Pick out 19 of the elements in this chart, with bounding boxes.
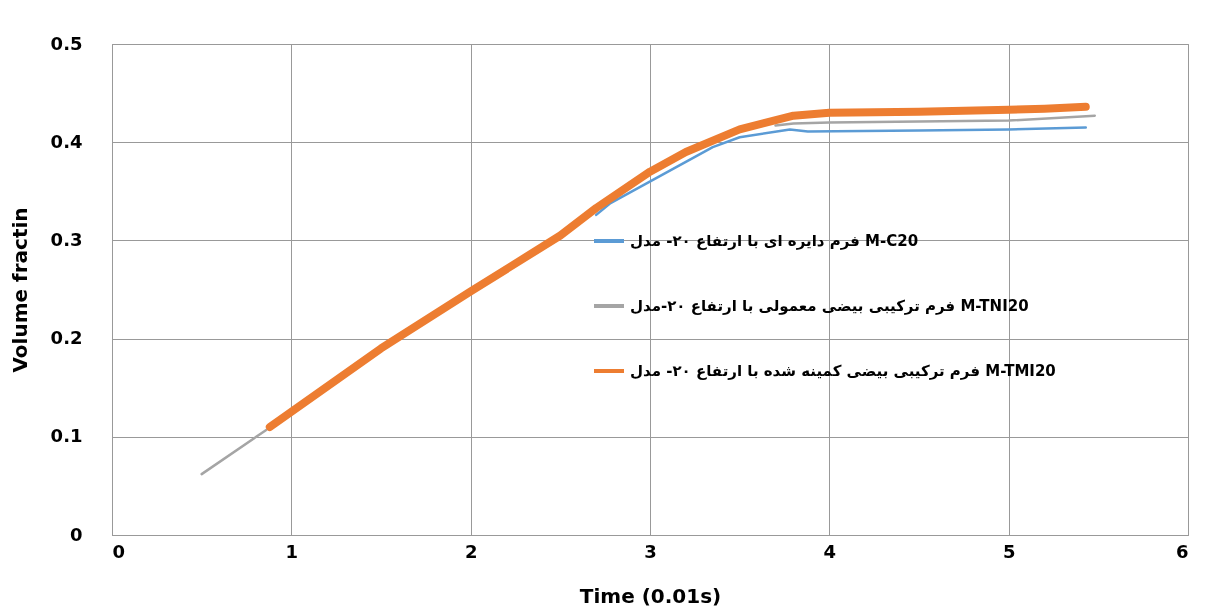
legend-label: فرم ترکیبی بیضی معمولی با ارتفاع ۲۰-مدل M-TNI20 xyxy=(630,297,1029,315)
y-tick-label: 0.3 xyxy=(50,228,83,250)
line-series xyxy=(594,126,1088,217)
y-tick-label: 0.4 xyxy=(50,130,83,152)
x-tick-label: 3 xyxy=(644,540,657,562)
x-tick-label: 2 xyxy=(464,540,478,562)
x-axis-title: Time (0.01s) xyxy=(579,583,722,608)
y-axis-title: Volume fractin xyxy=(7,207,32,373)
x-tick-label: 5 xyxy=(1002,540,1016,562)
y-tick-label: 0 xyxy=(69,523,83,545)
x-tick-label: 6 xyxy=(1175,540,1189,562)
y-tick-label: 0.2 xyxy=(50,327,83,349)
x-tick-label: 4 xyxy=(823,540,837,562)
legend-label: فرم دایره ای با ارتفاع ۲۰- مدل M-C20 xyxy=(630,232,919,250)
y-tick-label: 0.5 xyxy=(50,32,83,54)
x-tick-label: 0 xyxy=(112,540,126,562)
y-tick-label: 0.1 xyxy=(50,425,83,447)
legend-label: فرم ترکیبی بیضی کمینه شده با ارتفاع ۲۰- مدل M-TMI20 xyxy=(630,362,1056,380)
x-tick-label: 1 xyxy=(285,540,299,562)
